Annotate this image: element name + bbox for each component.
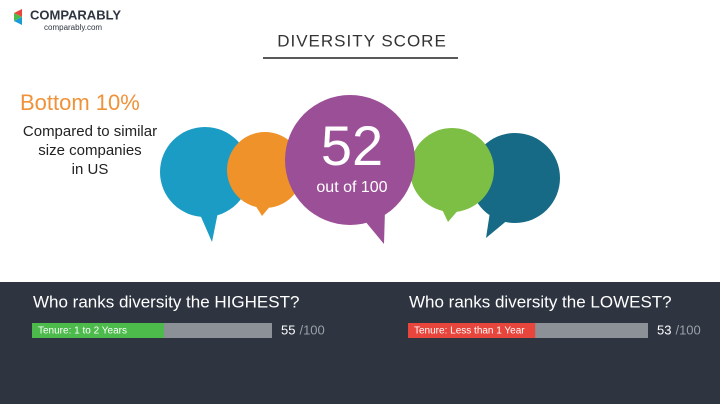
bar-fill <box>408 323 536 338</box>
bar-fill <box>32 323 164 338</box>
score-caption: out of 100 <box>316 179 387 196</box>
rank-max: /100 <box>299 322 324 337</box>
logo-url: comparably.com <box>44 23 102 32</box>
logo-name: COMPARABLY <box>30 7 121 22</box>
bubbles <box>160 95 560 244</box>
rank-line: Compared to similar <box>23 123 157 140</box>
question: Who ranks diversity the HIGHEST? <box>33 292 299 311</box>
bar-label: Tenure: Less than 1 Year <box>414 326 525 337</box>
bar-label: Tenure: 1 to 2 Years <box>38 326 127 337</box>
rank-headline: Bottom 10% <box>20 90 140 115</box>
rank-value: 53 <box>657 322 671 337</box>
rank-line: in US <box>72 161 109 178</box>
rank-value: 55 <box>281 322 295 337</box>
score-value: 52 <box>321 114 383 177</box>
rank-line: size companies <box>38 142 141 159</box>
title: DIVERSITY SCORE <box>277 31 447 50</box>
bottom-panel <box>0 282 720 404</box>
rank-max: /100 <box>675 322 700 337</box>
logo-icon <box>14 9 22 25</box>
question: Who ranks diversity the LOWEST? <box>409 292 672 311</box>
